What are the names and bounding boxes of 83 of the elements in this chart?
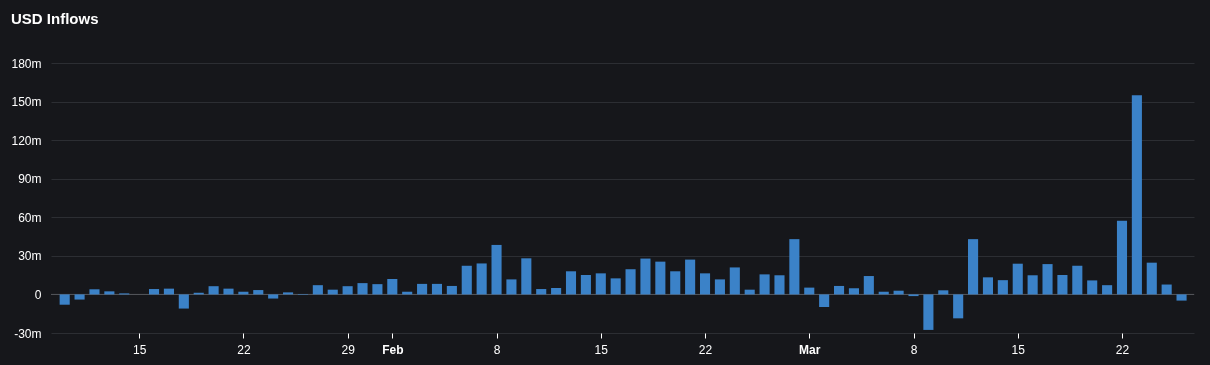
bar — [610, 278, 621, 295]
bar — [208, 286, 219, 295]
bar — [595, 273, 606, 295]
bar — [1146, 262, 1157, 295]
y-tick-label: 150m — [11, 95, 42, 110]
bar — [74, 294, 85, 300]
x-tick-label: 29 — [341, 342, 356, 357]
bar — [982, 277, 994, 295]
bar — [461, 265, 472, 295]
bar — [1072, 265, 1083, 295]
bar — [670, 271, 681, 295]
bar — [253, 290, 264, 295]
x-tick-label: 15 — [1011, 342, 1026, 357]
bar — [938, 290, 949, 295]
x-tick-label: 15 — [132, 342, 147, 357]
bar — [312, 285, 323, 295]
bar — [997, 280, 1008, 295]
bar — [968, 239, 979, 295]
bar — [446, 285, 457, 295]
bar — [476, 263, 487, 295]
y-tick-label: 60m — [18, 210, 42, 225]
bar — [625, 269, 636, 295]
bar — [148, 289, 160, 295]
bar — [655, 261, 666, 295]
bar — [506, 279, 517, 295]
x-tick-label: Feb — [382, 342, 404, 357]
x-tick-label: Mar — [799, 342, 821, 357]
bar — [640, 258, 651, 295]
bar — [953, 294, 964, 319]
bar — [789, 239, 800, 295]
x-tick-label: 22 — [1115, 342, 1130, 357]
chart-title: USD Inflows — [10, 10, 99, 27]
x-tick-label: 22 — [698, 342, 713, 357]
x-tick-label: 8 — [910, 342, 918, 357]
bar — [342, 286, 353, 295]
bar — [1131, 95, 1142, 295]
bar — [268, 294, 279, 299]
bar — [1116, 220, 1128, 295]
bar — [178, 294, 189, 309]
bar — [431, 283, 443, 295]
bar — [699, 273, 711, 295]
bar — [565, 271, 577, 295]
bar — [104, 291, 115, 295]
y-tick-label: 120m — [11, 133, 42, 148]
y-tick-label: 0 — [34, 287, 42, 302]
bar — [283, 292, 294, 295]
bar — [387, 279, 398, 295]
bar — [1161, 284, 1172, 295]
y-tick-label: 180m — [11, 56, 42, 71]
bar — [729, 267, 740, 295]
bar — [1057, 275, 1068, 295]
bar — [417, 283, 428, 295]
bar — [536, 289, 547, 295]
bar — [1087, 280, 1098, 295]
bar — [863, 276, 874, 295]
x-tick-label: 22 — [237, 342, 251, 357]
bar — [774, 275, 785, 295]
bar — [1012, 263, 1023, 295]
bar — [834, 285, 845, 295]
bar — [521, 258, 532, 295]
y-tick-label: -30m — [14, 326, 42, 341]
y-tick-label: 30m — [18, 249, 42, 264]
bar — [357, 283, 368, 295]
bar — [848, 288, 859, 295]
bar — [759, 274, 770, 295]
bar — [372, 284, 383, 295]
x-tick-label: 15 — [594, 342, 609, 357]
bar — [491, 244, 502, 295]
bar — [223, 288, 234, 295]
bar — [551, 288, 562, 295]
bar — [685, 259, 696, 295]
bar — [580, 275, 591, 295]
bar — [1176, 294, 1187, 301]
x-tick-label: 8 — [493, 342, 501, 357]
bar — [59, 294, 70, 305]
y-tick-label: 90m — [18, 172, 42, 187]
bar — [89, 289, 100, 295]
bar — [1042, 264, 1053, 295]
bar — [1027, 275, 1038, 295]
bar — [1102, 285, 1113, 295]
bar — [714, 279, 725, 295]
bar — [923, 294, 934, 330]
bar — [819, 294, 830, 308]
